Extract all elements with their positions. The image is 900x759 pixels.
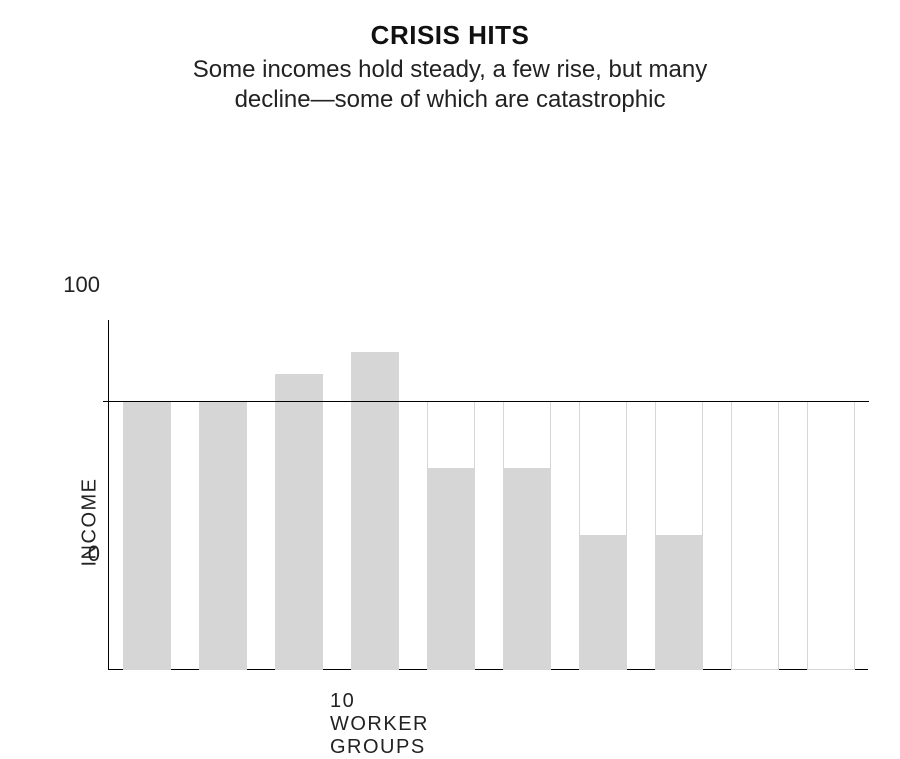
bar <box>275 374 322 670</box>
y-tick-label: 100 <box>40 272 100 298</box>
subtitle-line-1: Some incomes hold steady, a few rise, bu… <box>193 56 707 83</box>
bar-outline <box>731 401 778 670</box>
bar <box>427 468 474 670</box>
subtitle-line-2: decline—some of which are catastrophic <box>235 86 666 113</box>
bar-outline <box>807 401 854 670</box>
bar <box>579 535 626 670</box>
chart-subtitle: Some incomes hold steady, a few rise, bu… <box>0 55 900 115</box>
chart-title: CRISIS HITS <box>0 20 900 51</box>
plot-area <box>108 320 868 670</box>
bar <box>123 401 170 670</box>
bar <box>655 535 702 670</box>
bar <box>503 468 550 670</box>
reference-line <box>103 401 869 402</box>
bar <box>199 401 246 670</box>
y-tick-label: 0 <box>40 541 100 567</box>
x-axis-label: 10 WORKER GROUPS <box>330 690 429 759</box>
